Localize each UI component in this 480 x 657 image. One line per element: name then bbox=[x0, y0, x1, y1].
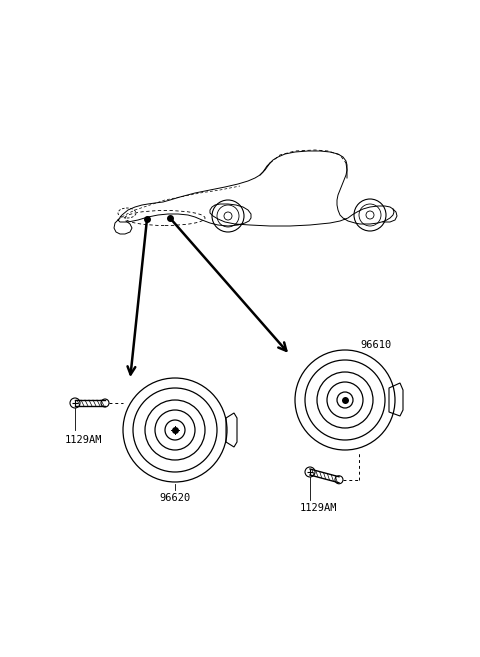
Text: 96620: 96620 bbox=[159, 493, 191, 503]
Text: 1129AM: 1129AM bbox=[65, 435, 103, 445]
Text: 96610: 96610 bbox=[360, 340, 391, 350]
Text: 1129AM: 1129AM bbox=[300, 503, 337, 513]
